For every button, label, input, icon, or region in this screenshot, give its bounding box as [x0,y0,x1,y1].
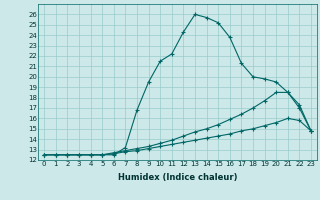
X-axis label: Humidex (Indice chaleur): Humidex (Indice chaleur) [118,173,237,182]
